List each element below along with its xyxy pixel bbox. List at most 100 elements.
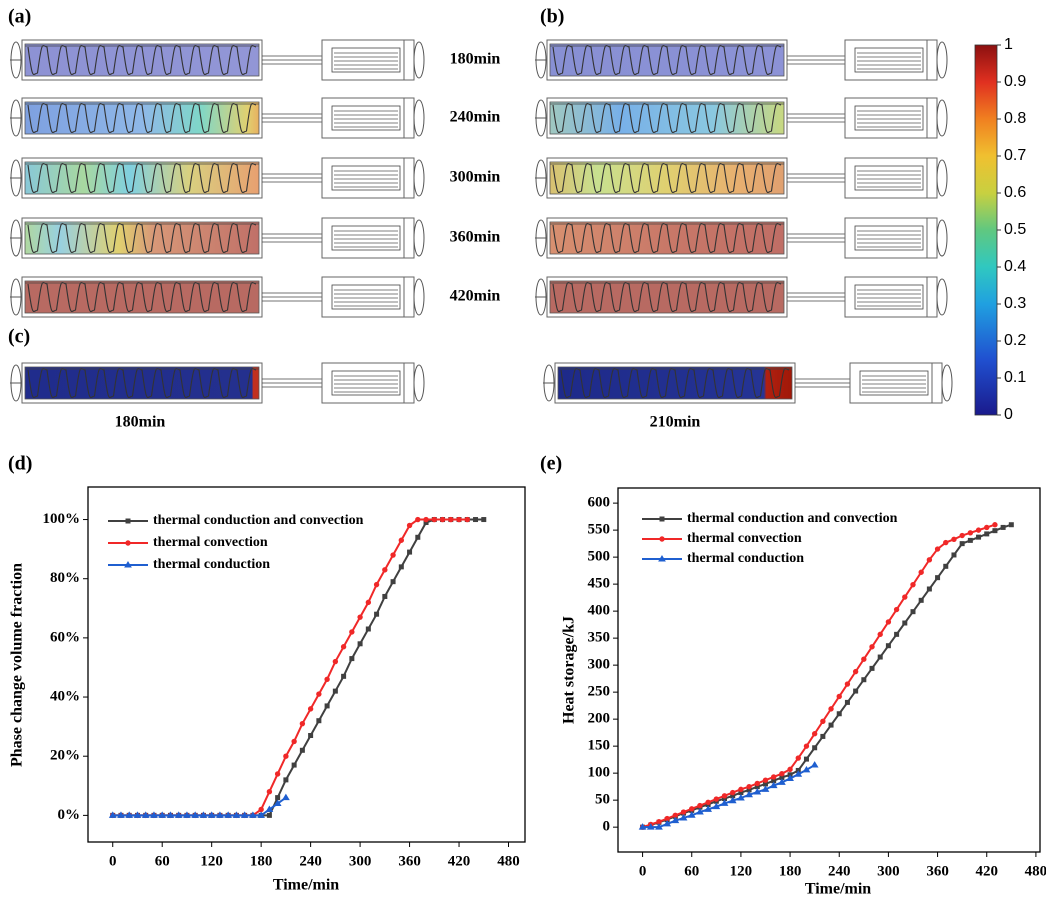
- x-tick-label: 0: [639, 863, 647, 879]
- tube-model: [535, 98, 947, 138]
- panel-label: (e): [540, 453, 562, 475]
- y-tick-label: 0: [603, 819, 611, 835]
- colorbar-tick-label: 0: [1004, 406, 1013, 423]
- marker: [259, 807, 263, 811]
- marker: [292, 739, 296, 743]
- colorbar-tick-label: 0.4: [1004, 258, 1026, 275]
- y-tick-label: 100%: [43, 511, 81, 527]
- marker: [283, 795, 289, 800]
- marker: [416, 535, 420, 539]
- x-tick-label: 180: [250, 853, 273, 869]
- marker: [878, 655, 882, 659]
- tube-model: [10, 158, 424, 198]
- time-label: 420min: [450, 288, 501, 305]
- marker: [985, 532, 989, 536]
- marker: [968, 538, 972, 542]
- marker: [853, 669, 857, 673]
- marker: [985, 525, 989, 529]
- legend-label: thermal conduction and convection: [153, 513, 364, 528]
- x-tick-label: 240: [828, 863, 851, 879]
- marker: [812, 762, 818, 767]
- marker: [968, 531, 972, 535]
- marker: [944, 564, 948, 568]
- x-tick-label: 180: [779, 863, 802, 879]
- marker: [796, 756, 800, 760]
- marker: [837, 712, 841, 716]
- marker: [812, 732, 816, 736]
- colorbar-tick-label: 0.3: [1004, 295, 1026, 312]
- y-tick-label: 600: [588, 495, 611, 511]
- marker: [325, 704, 329, 708]
- marker: [267, 790, 271, 794]
- marker: [416, 517, 420, 521]
- marker: [829, 723, 833, 727]
- marker: [714, 797, 718, 801]
- series-line: [643, 525, 1012, 827]
- y-tick-label: 80%: [50, 570, 80, 586]
- marker: [342, 674, 346, 678]
- marker: [308, 707, 312, 711]
- hx-cap: [937, 279, 947, 315]
- series-line: [113, 798, 286, 816]
- marker: [383, 568, 387, 572]
- marker: [399, 565, 403, 569]
- marker: [903, 595, 907, 599]
- marker: [284, 754, 288, 758]
- marker: [1009, 523, 1013, 527]
- colorbar-tick-label: 1: [1004, 36, 1013, 53]
- marker: [952, 537, 956, 541]
- marker: [960, 533, 964, 537]
- marker: [690, 807, 694, 811]
- y-tick-label: 300: [588, 657, 611, 673]
- x-tick-label: 60: [684, 863, 699, 879]
- colorbar-tick-label: 0.2: [1004, 332, 1026, 349]
- marker: [317, 692, 321, 696]
- x-tick-label: 420: [975, 863, 998, 879]
- hx-cap: [414, 365, 424, 401]
- tube-model: [535, 218, 947, 258]
- marker: [870, 645, 874, 649]
- hx-cap: [414, 100, 424, 136]
- hx-cap: [414, 42, 424, 78]
- tube-model: [10, 277, 424, 317]
- marker: [366, 627, 370, 631]
- marker: [854, 689, 858, 693]
- marker: [960, 542, 964, 546]
- panel-label: (d): [8, 453, 32, 475]
- legend-label: thermal convection: [687, 531, 802, 546]
- marker: [350, 630, 354, 634]
- y-tick-label: 20%: [50, 748, 80, 764]
- hx-cap: [414, 220, 424, 256]
- x-tick-label: 360: [926, 863, 949, 879]
- marker: [698, 803, 702, 807]
- x-tick-label: 300: [349, 853, 372, 869]
- marker: [267, 813, 271, 817]
- panel-label: (b): [540, 6, 564, 28]
- marker: [993, 523, 997, 527]
- y-tick-label: 550: [588, 522, 611, 538]
- marker: [457, 517, 461, 521]
- colorbar-tick-label: 0.1: [1004, 369, 1026, 386]
- marker: [681, 810, 685, 814]
- marker: [333, 689, 337, 693]
- marker: [788, 767, 792, 771]
- marker: [935, 547, 939, 551]
- marker: [407, 523, 411, 527]
- plot-frame: [618, 488, 1040, 852]
- marker: [474, 518, 478, 522]
- y-tick-label: 350: [588, 630, 611, 646]
- marker: [862, 657, 866, 661]
- y-tick-label: 250: [588, 684, 611, 700]
- y-axis-label: Phase change volume fraction: [9, 563, 26, 767]
- marker: [731, 790, 735, 794]
- y-tick-label: 150: [588, 738, 611, 754]
- marker: [309, 734, 313, 738]
- hx-cap: [937, 100, 947, 136]
- hx-cap: [414, 279, 424, 315]
- marker: [660, 537, 664, 541]
- y-tick-label: 200: [588, 711, 611, 727]
- marker: [341, 645, 345, 649]
- marker: [911, 582, 915, 586]
- tube-model: [535, 277, 947, 317]
- marker: [300, 748, 304, 752]
